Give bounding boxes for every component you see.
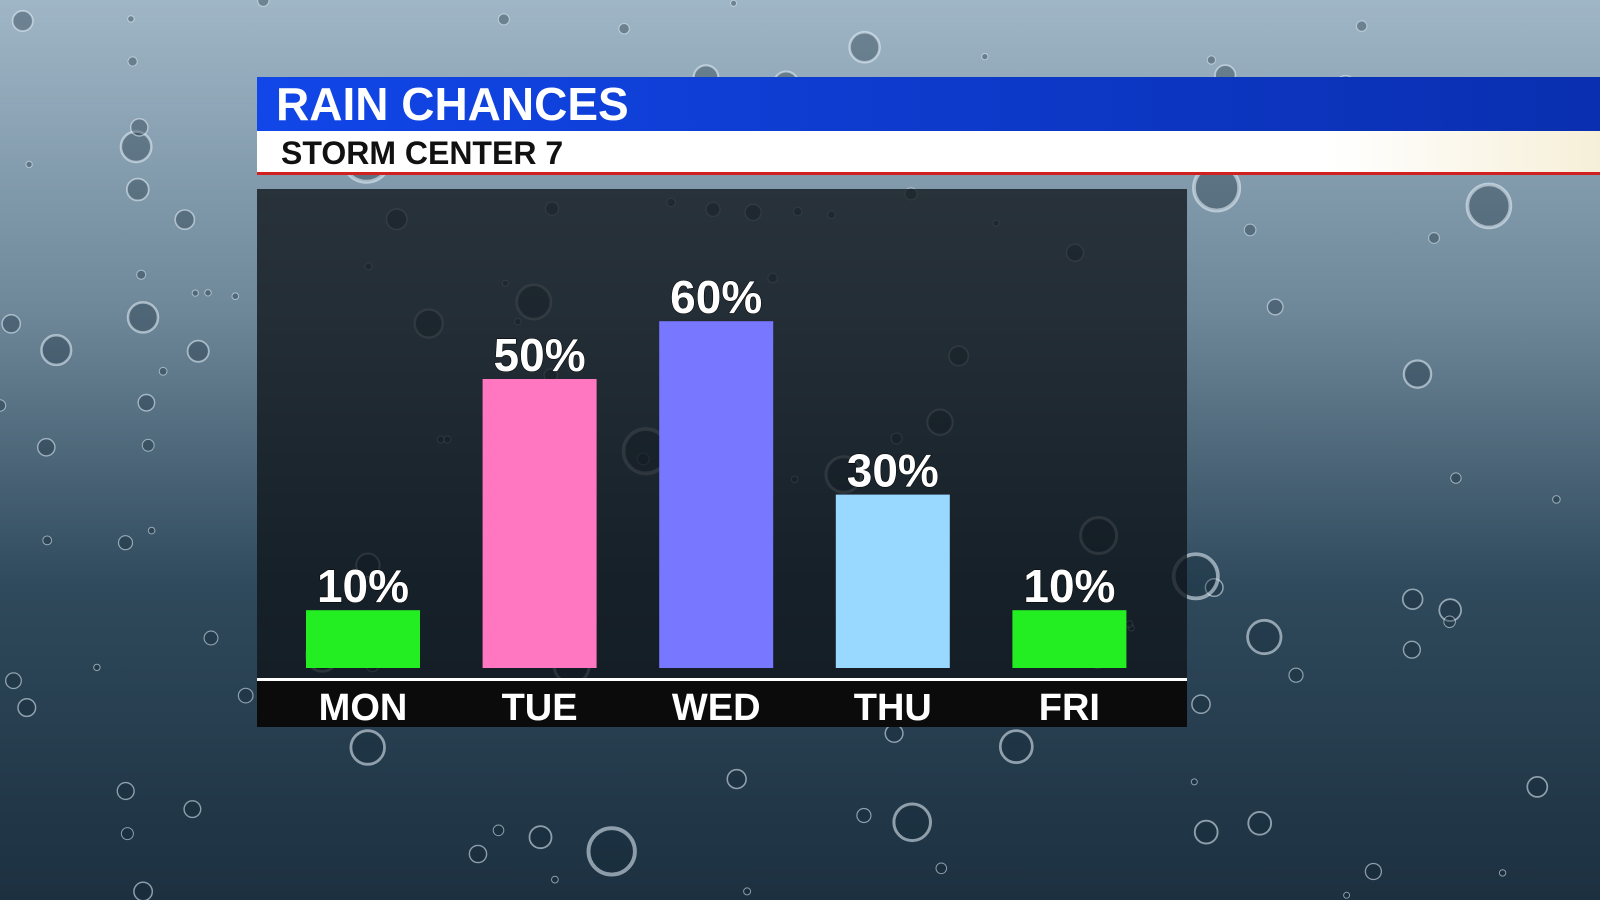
rain-drop	[1190, 778, 1198, 786]
rain-drop	[203, 630, 219, 646]
value-label: 10%	[1023, 560, 1115, 612]
rain-drop	[133, 881, 154, 900]
subtitle-banner	[257, 131, 1600, 174]
title-banner	[257, 77, 1600, 131]
value-label: 60%	[670, 271, 762, 323]
rain-drop	[11, 10, 34, 32]
rain-drop	[257, 0, 270, 7]
rain-drop	[127, 15, 135, 23]
x-tick-label: FRI	[1039, 687, 1100, 729]
rain-drop	[116, 781, 135, 801]
x-tick-label: TUE	[502, 687, 578, 729]
rain-drop	[1191, 694, 1211, 715]
rain-drop	[126, 177, 150, 202]
rain-drop	[1356, 20, 1368, 32]
rain-drop	[349, 729, 386, 766]
rain-drop	[158, 366, 168, 376]
rain-drop	[117, 535, 134, 551]
rain-drop	[127, 56, 138, 67]
rain-drop	[174, 209, 196, 231]
rain-drop	[935, 862, 948, 875]
rain-drop	[36, 437, 56, 457]
bar	[835, 494, 950, 668]
bar	[659, 321, 774, 668]
rain-drop	[848, 31, 881, 64]
x-tick-label: MON	[319, 687, 408, 729]
rain-drop	[129, 118, 149, 137]
bars: 10% MON 50% TUE 60% WED 30% THU 10% FRI	[306, 271, 1127, 729]
rain-drop	[856, 807, 872, 824]
rain-drop	[998, 729, 1034, 764]
rain-drop	[1465, 182, 1513, 230]
rain-drop	[497, 13, 510, 26]
rain-drop	[17, 698, 37, 718]
rain-drop	[743, 887, 752, 896]
rain-drop	[1428, 232, 1440, 244]
x-tick-label: THU	[854, 687, 932, 729]
rain-drop	[1, 313, 22, 334]
value-label: 30%	[847, 445, 939, 497]
rain-drop	[93, 663, 101, 672]
rain-drop	[1526, 776, 1549, 798]
rain-drop	[25, 160, 33, 168]
rain-drop	[1247, 810, 1273, 836]
rain-drop	[730, 0, 738, 7]
rain-drop	[42, 535, 53, 546]
category-strip	[257, 680, 1187, 727]
rain-drop	[1193, 819, 1219, 845]
rain-drop	[141, 438, 155, 452]
rain-drop	[492, 824, 505, 837]
rain-drop	[892, 802, 933, 843]
rain-drop	[5, 672, 22, 690]
rain-drop	[231, 292, 240, 301]
rain-drop	[1288, 667, 1304, 683]
banner-stripe	[257, 172, 1600, 175]
rain-drop	[1206, 55, 1217, 65]
rain-drop	[1364, 862, 1383, 881]
value-label: 50%	[494, 329, 586, 381]
rain-drop	[981, 53, 989, 61]
rain-drop	[191, 289, 199, 297]
rain-drop	[136, 269, 147, 280]
rain-drop	[237, 687, 254, 704]
rain-drop	[147, 526, 156, 535]
rain-drop	[1343, 891, 1351, 899]
rain-drop	[468, 844, 488, 864]
rain-drop	[1246, 618, 1283, 656]
value-label: 10%	[317, 560, 409, 612]
rain-drop	[1401, 588, 1424, 610]
rain-drop	[126, 301, 160, 334]
baseline	[257, 678, 1187, 681]
rain-drop	[120, 827, 134, 841]
rain-drop	[528, 825, 553, 850]
rain-drop	[1402, 359, 1433, 389]
rain-drop	[0, 399, 7, 412]
rain-drop	[183, 800, 202, 819]
rain-drop	[1498, 869, 1507, 877]
rain-drop	[1402, 640, 1421, 659]
rain-drop	[204, 289, 212, 297]
rain-drop	[551, 875, 559, 884]
rain-drop	[726, 768, 747, 790]
rain-drop	[586, 826, 637, 877]
chart-subtitle: STORM CENTER 7	[281, 135, 563, 171]
rain-drop	[1552, 495, 1561, 504]
bar	[482, 379, 597, 668]
x-tick-label: WED	[672, 687, 761, 729]
rain-drop	[1243, 223, 1257, 237]
bar	[1012, 610, 1127, 668]
rain-drop	[186, 339, 210, 363]
rain-drop	[137, 393, 156, 412]
bar	[306, 610, 420, 668]
rain-drop	[119, 130, 153, 164]
rain-drop	[1266, 298, 1284, 316]
chart-title: RAIN CHANCES	[276, 78, 629, 130]
rain-drop	[618, 23, 630, 35]
rain-drop	[40, 334, 73, 367]
rain-drop	[1450, 472, 1462, 484]
rain-drop	[1443, 615, 1456, 629]
rain-drop	[1438, 598, 1462, 622]
